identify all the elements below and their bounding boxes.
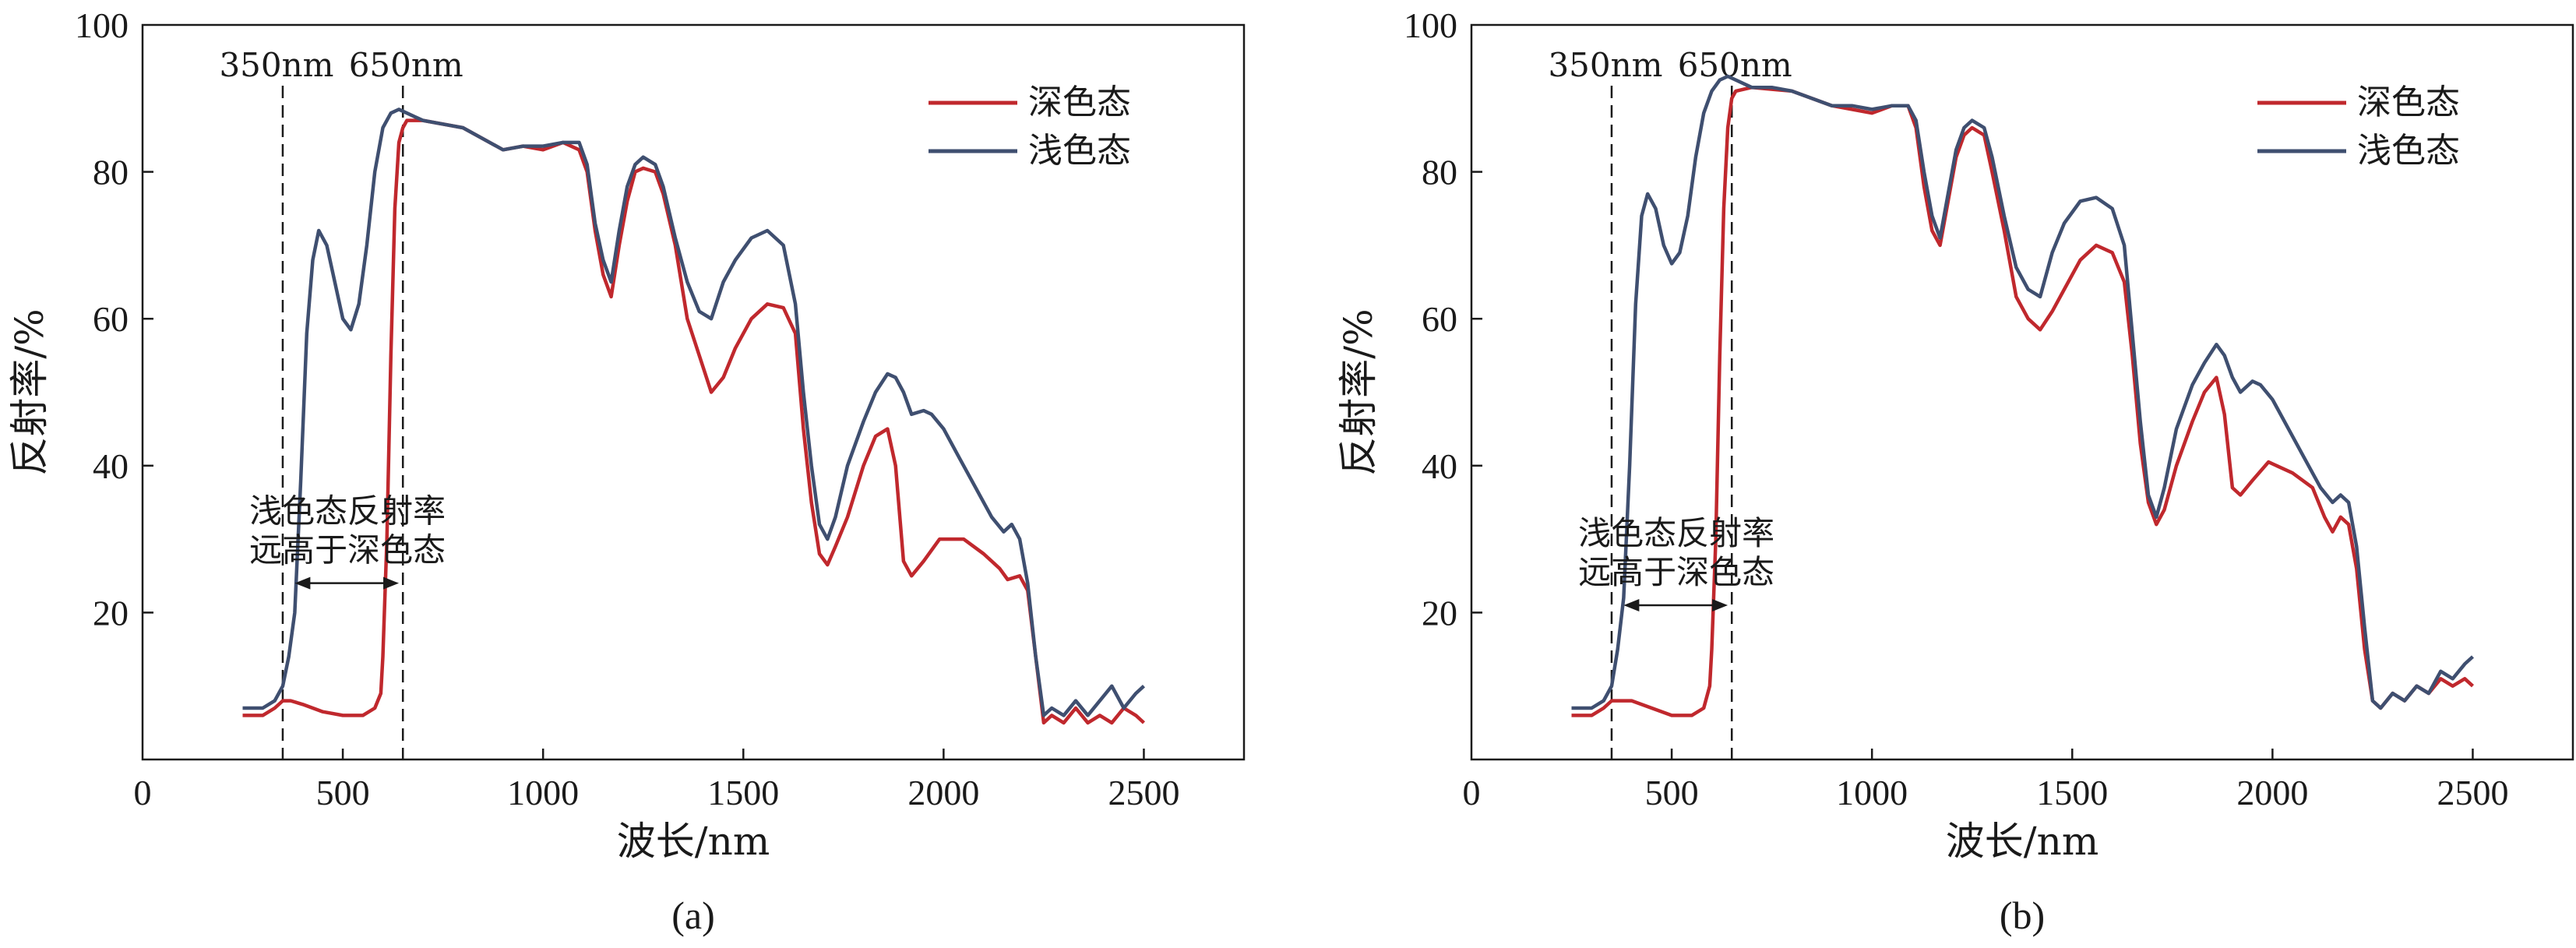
reference-line-label: 350nm (219, 46, 333, 84)
y-axis-label: 反射率/% (1336, 308, 1381, 475)
x-tick-label: 0 (134, 773, 152, 812)
x-tick-label: 2500 (1108, 773, 1179, 812)
x-tick-label: 2000 (907, 773, 979, 812)
x-tick-label: 1500 (707, 773, 779, 812)
y-tick-label: 100 (75, 5, 129, 45)
x-tick-label: 1000 (507, 773, 579, 812)
annotation-text-line: 远高于深色态 (1578, 553, 1774, 591)
y-axis-label: 反射率/% (7, 308, 52, 475)
y-tick-label: 40 (93, 446, 129, 486)
legend-label: 深色态 (2357, 83, 2460, 122)
x-tick-label: 1500 (2036, 773, 2108, 812)
annotation-arrowhead-left (1623, 598, 1640, 611)
chart-panel-a: 0 500 1000 1500 2000 2500 20 40 60 80 100 波长/nm 反射率/… (7, 5, 1246, 937)
legend-label: 深色态 (1028, 83, 1131, 122)
y-tick-label: 80 (1422, 153, 1457, 192)
panel-label: (b) (2000, 893, 2045, 937)
annotation-arrowhead-left (294, 576, 311, 590)
y-tick-label: 60 (1422, 299, 1457, 339)
x-tick-label: 1000 (1836, 773, 1908, 812)
series-line-dark-state (1571, 85, 2475, 717)
reference-line-label: 650nm (349, 46, 463, 84)
series-line-light-state (1571, 74, 2475, 710)
series-line-light-state (242, 107, 1146, 717)
x-tick-label: 0 (1463, 773, 1481, 812)
legend-label: 浅色态 (1028, 131, 1131, 171)
annotation-text-line: 浅色态反射率 (1578, 514, 1774, 552)
reference-line-label: 350nm (1548, 46, 1662, 84)
y-tick-label: 80 (93, 153, 129, 192)
annotation-arrowhead-right (383, 576, 400, 590)
chart-panel-b: 0 500 1000 1500 2000 2500 20 40 60 80 100 波长/nm 反射率/… (1336, 5, 2574, 937)
annotation-text-line: 浅色态反射率 (249, 492, 446, 530)
y-tick-label: 20 (93, 593, 129, 633)
annotation-text-line: 远高于深色态 (249, 531, 446, 569)
x-axis-label: 波长/nm (617, 819, 770, 864)
x-tick-label: 500 (1645, 773, 1699, 812)
y-tick-label: 20 (1422, 593, 1457, 633)
y-tick-label: 60 (93, 299, 129, 339)
plot-frame (1470, 23, 2574, 761)
x-tick-label: 2500 (2437, 773, 2508, 812)
y-tick-label: 100 (1404, 5, 1457, 45)
y-tick-label: 40 (1422, 446, 1457, 486)
x-tick-label: 500 (316, 773, 370, 812)
annotation-arrowhead-right (1712, 598, 1728, 611)
plot-frame (141, 23, 1246, 761)
x-axis-label: 波长/nm (1946, 819, 2099, 864)
x-tick-label: 2000 (2236, 773, 2308, 812)
panel-label: (a) (671, 893, 715, 937)
series-line-dark-state (242, 118, 1146, 725)
legend-label: 浅色态 (2357, 131, 2460, 171)
